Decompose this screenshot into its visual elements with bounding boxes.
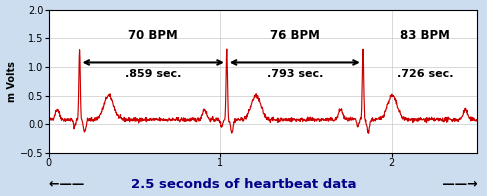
Text: 83 BPM: 83 BPM [400,29,450,42]
Text: 2.5 seconds of heartbeat data: 2.5 seconds of heartbeat data [131,178,356,191]
Text: .859 sec.: .859 sec. [125,69,181,79]
Text: .793 sec.: .793 sec. [266,69,323,79]
Y-axis label: m Volts: m Volts [7,61,17,102]
Text: 70 BPM: 70 BPM [128,29,178,42]
Text: ——→: ——→ [438,178,477,191]
Text: 76 BPM: 76 BPM [270,29,320,42]
Text: .726 sec.: .726 sec. [397,69,453,79]
Text: ←——: ←—— [49,178,88,191]
